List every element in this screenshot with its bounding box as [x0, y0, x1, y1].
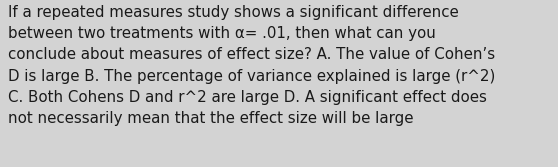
Text: If a repeated measures study shows a significant difference
between two treatmen: If a repeated measures study shows a sig… [8, 5, 495, 126]
